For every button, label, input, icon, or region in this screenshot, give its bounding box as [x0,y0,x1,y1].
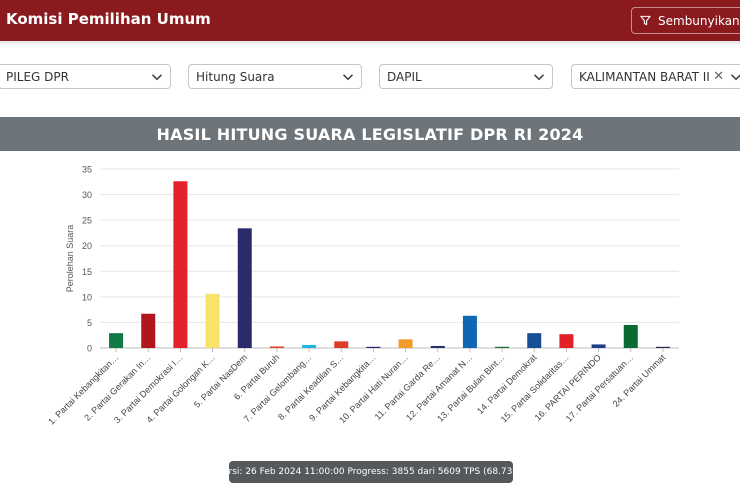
chevron-down-icon [151,74,163,81]
y-tick-label: 15 [82,267,92,277]
y-tick-label: 10 [82,292,92,302]
x-tick-label: 14. Partai Demokrat [475,352,539,416]
bar [527,333,542,348]
filter-icon [640,15,651,26]
dapil-value: KALIMANTAN BARAT II [579,69,710,84]
bar [559,334,574,348]
bar [462,315,477,348]
bar [302,344,317,348]
chart-title: HASIL HITUNG SUARA LEGISLATIF DPR RI 202… [156,124,584,144]
bar [623,324,638,348]
bar [334,341,349,348]
bar [430,345,445,348]
count-type-value: Hitung Suara [196,69,275,84]
bar [141,313,156,348]
bar [591,344,606,348]
y-tick-label: 25 [82,216,92,226]
bar [109,333,124,348]
top-navbar: Komisi Pemilihan Umum Sembunyikan Filter [0,0,740,41]
bar [173,181,188,348]
bar [269,346,284,348]
chevron-down-icon [342,74,354,81]
y-tick-label: 20 [82,241,92,251]
election-type-value: PILEG DPR [6,69,69,84]
bar [366,346,381,348]
navbar-shadow [0,41,740,47]
clear-icon[interactable]: ✕ [713,69,724,84]
region-level-select[interactable]: DAPIL [379,64,553,89]
region-level-value: DAPIL [387,69,422,84]
hide-filter-button[interactable]: Sembunyikan Filter [631,7,740,34]
election-type-select[interactable]: PILEG DPR [0,64,171,89]
y-tick-label: 30 [82,190,92,200]
y-axis-label: Perolehan Suara [65,225,75,293]
chevron-down-icon [533,74,545,81]
y-tick-label: 5 [87,318,92,328]
bar [655,346,670,348]
y-tick-label: 0 [87,344,92,354]
brand-title[interactable]: Komisi Pemilihan Umum [6,10,211,28]
chevron-down-icon [730,74,740,81]
version-progress-badge: Versi: 26 Feb 2024 11:00:00 Progress: 38… [218,461,524,483]
bar [495,346,510,348]
bar [398,339,413,348]
count-type-select[interactable]: Hitung Suara [188,64,362,89]
hide-filter-label: Sembunyikan Filter [658,13,740,28]
bar [205,293,220,348]
dapil-select[interactable]: KALIMANTAN BARAT II ✕ [571,64,740,89]
y-tick-label: 35 [82,165,92,175]
bar [237,228,252,348]
chart-title-band: HASIL HITUNG SUARA LEGISLATIF DPR RI 202… [0,117,740,151]
